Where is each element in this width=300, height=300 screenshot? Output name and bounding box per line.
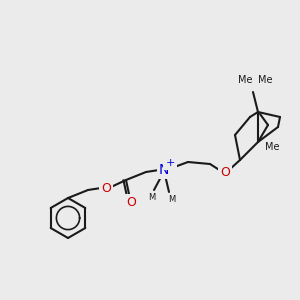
Text: O: O xyxy=(101,182,111,194)
Text: O: O xyxy=(220,166,230,178)
Text: Me: Me xyxy=(258,75,272,85)
Text: M: M xyxy=(168,196,175,205)
Text: N: N xyxy=(159,163,169,177)
Text: O: O xyxy=(126,196,136,209)
Text: Me: Me xyxy=(238,75,252,85)
Text: Me: Me xyxy=(265,142,279,152)
Text: +: + xyxy=(165,158,175,168)
Text: M: M xyxy=(148,194,156,202)
